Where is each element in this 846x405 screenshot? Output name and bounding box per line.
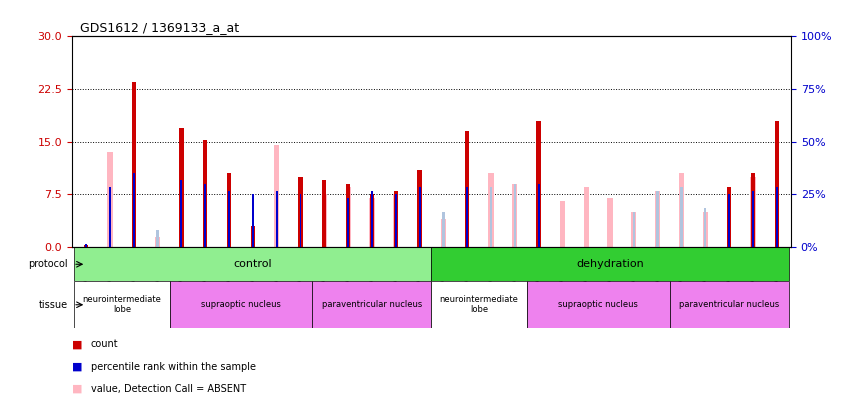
Bar: [633, 212, 635, 247]
Bar: [345, 188, 351, 247]
Bar: [85, 243, 87, 247]
Bar: [371, 194, 373, 247]
Bar: [347, 198, 349, 247]
Bar: [155, 237, 160, 247]
Bar: [346, 184, 350, 247]
Bar: [776, 188, 777, 247]
Bar: [276, 191, 277, 247]
Bar: [704, 209, 706, 247]
Bar: [727, 188, 731, 247]
Bar: [750, 173, 755, 247]
Bar: [180, 180, 183, 247]
Text: count: count: [91, 339, 118, 349]
Text: value, Detection Call = ABSENT: value, Detection Call = ABSENT: [91, 384, 245, 394]
Bar: [514, 184, 516, 247]
Text: supraoptic nucleus: supraoptic nucleus: [201, 300, 281, 309]
Bar: [417, 170, 421, 247]
Bar: [752, 191, 754, 247]
Text: ■: ■: [72, 339, 82, 349]
Bar: [431, 247, 788, 281]
Bar: [133, 173, 135, 247]
Bar: [655, 191, 660, 247]
Text: protocol: protocol: [28, 259, 68, 269]
Text: ■: ■: [72, 384, 82, 394]
Bar: [227, 173, 231, 247]
Bar: [442, 212, 444, 247]
Text: neurointermediate
lobe: neurointermediate lobe: [82, 295, 162, 314]
Bar: [607, 198, 613, 247]
Bar: [490, 188, 492, 247]
Bar: [466, 188, 468, 247]
Bar: [431, 281, 527, 328]
Bar: [728, 191, 730, 247]
Bar: [776, 188, 778, 247]
Bar: [728, 194, 730, 247]
Bar: [203, 141, 207, 247]
Bar: [109, 188, 111, 247]
Bar: [84, 245, 88, 247]
Bar: [419, 188, 420, 247]
Bar: [680, 188, 683, 247]
Bar: [560, 201, 565, 247]
Bar: [157, 230, 159, 247]
Bar: [678, 173, 684, 247]
Bar: [371, 191, 373, 247]
Text: tissue: tissue: [39, 300, 68, 310]
Bar: [750, 177, 755, 247]
Bar: [370, 198, 375, 247]
Bar: [393, 191, 398, 247]
Bar: [228, 191, 230, 247]
Bar: [488, 173, 493, 247]
Bar: [536, 121, 541, 247]
Bar: [85, 243, 87, 247]
Bar: [395, 194, 397, 247]
Text: dehydration: dehydration: [576, 259, 644, 269]
Bar: [169, 281, 312, 328]
Text: GDS1612 / 1369133_a_at: GDS1612 / 1369133_a_at: [80, 21, 239, 34]
Bar: [299, 191, 302, 247]
Bar: [323, 194, 326, 247]
Bar: [132, 82, 136, 247]
Bar: [322, 180, 327, 247]
Bar: [204, 184, 206, 247]
Bar: [74, 247, 431, 281]
Bar: [631, 212, 636, 247]
Bar: [656, 191, 659, 247]
Text: percentile rank within the sample: percentile rank within the sample: [91, 362, 255, 371]
Bar: [393, 194, 398, 247]
Text: control: control: [233, 259, 272, 269]
Bar: [584, 188, 589, 247]
Bar: [703, 212, 708, 247]
Bar: [312, 281, 431, 328]
Bar: [465, 131, 470, 247]
Bar: [299, 194, 301, 247]
Text: paraventricular nucleus: paraventricular nucleus: [321, 300, 422, 309]
Bar: [274, 145, 279, 247]
Text: supraoptic nucleus: supraoptic nucleus: [558, 300, 638, 309]
Bar: [527, 281, 669, 328]
Bar: [321, 194, 327, 247]
Bar: [538, 184, 540, 247]
Bar: [466, 191, 469, 247]
Text: neurointermediate
lobe: neurointermediate lobe: [440, 295, 519, 314]
Bar: [441, 219, 446, 247]
Bar: [512, 184, 518, 247]
Text: ■: ■: [72, 362, 82, 371]
Bar: [775, 121, 779, 247]
Bar: [669, 281, 788, 328]
Bar: [299, 177, 303, 247]
Bar: [179, 128, 184, 247]
Bar: [252, 194, 254, 247]
Bar: [250, 226, 255, 247]
Bar: [370, 194, 374, 247]
Bar: [107, 152, 113, 247]
Bar: [74, 281, 169, 328]
Text: paraventricular nucleus: paraventricular nucleus: [679, 300, 779, 309]
